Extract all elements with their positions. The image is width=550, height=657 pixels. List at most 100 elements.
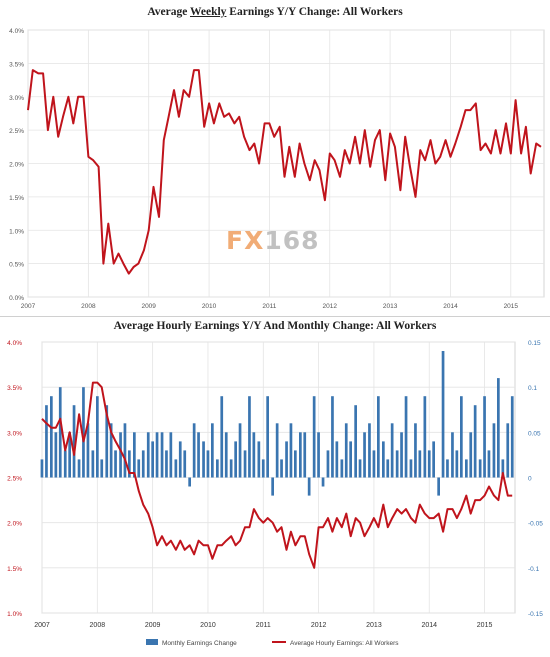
y-left-tick-label: 2.5% (7, 476, 22, 483)
monthly-change-bar (400, 432, 403, 478)
monthly-change-bar (266, 396, 269, 478)
x-tick-label: 2007 (21, 303, 36, 310)
x-tick-label: 2012 (311, 622, 327, 629)
y-left-tick-label: 3.5% (7, 385, 22, 392)
monthly-change-bar (248, 396, 251, 478)
monthly-change-bar (382, 441, 385, 478)
monthly-change-bar (123, 423, 127, 478)
y-tick-label: 1.0% (9, 228, 24, 235)
monthly-change-bar (86, 423, 90, 478)
legend-bar-label: Monthly Earnings Change (162, 640, 237, 647)
monthly-change-bar (151, 441, 154, 478)
monthly-change-bar (335, 441, 339, 478)
monthly-change-bar (492, 423, 496, 478)
monthly-change-bar (432, 441, 435, 478)
x-tick-label: 2008 (81, 303, 96, 310)
y-tick-label: 3.0% (9, 95, 24, 102)
x-tick-label: 2014 (421, 622, 437, 629)
y-right-tick-label: 0.15 (528, 340, 541, 347)
monthly-change-bar (358, 459, 362, 478)
monthly-change-bar (174, 459, 178, 478)
y-right-tick-label: 0 (528, 476, 532, 483)
weekly-earnings-panel: Average Weekly Earnings Y/Y Change: All … (0, 0, 550, 322)
monthly-change-bar (211, 423, 214, 478)
x-tick-label: 2015 (477, 622, 493, 629)
monthly-change-bar (280, 459, 283, 478)
monthly-change-bar (510, 396, 514, 478)
monthly-change-bar (487, 450, 491, 478)
monthly-change-bar (197, 432, 200, 478)
monthly-change-bar (294, 450, 297, 478)
monthly-change-bar (312, 396, 316, 478)
monthly-change-bar (183, 450, 187, 478)
monthly-change-bar (54, 432, 58, 478)
monthly-change-bar (63, 450, 67, 478)
legend-bar-swatch (146, 639, 158, 645)
monthly-change-bar (165, 450, 168, 478)
monthly-change-bar (455, 450, 459, 478)
monthly-change-bar (285, 441, 288, 478)
x-tick-label: 2013 (383, 303, 398, 310)
monthly-change-bar (506, 423, 510, 478)
monthly-change-bar (133, 432, 136, 478)
monthly-change-bar (275, 423, 279, 478)
monthly-change-bar (271, 477, 274, 496)
x-tick-label: 2015 (504, 303, 519, 310)
monthly-change-bar (363, 432, 366, 478)
y-tick-label: 2.0% (9, 162, 24, 169)
monthly-change-bar (460, 396, 463, 478)
weekly-earnings-chart: 0.0% 0.5% 1.0% 1.5% 2.0% 2.5% 3.0% 3.5% 4.0% 2007… (9, 28, 545, 310)
monthly-change-bar (220, 396, 224, 478)
y-tick-label: 3.5% (9, 61, 24, 68)
monthly-change-bar (299, 432, 302, 478)
y-left-tick-label: 1.0% (7, 611, 22, 618)
monthly-change-bar (252, 432, 256, 478)
chart1-title-suffix: Earnings Y/Y Change: All Workers (226, 6, 403, 18)
monthly-change-bar (257, 441, 261, 478)
monthly-change-bar (414, 423, 417, 478)
monthly-change-bar (368, 423, 371, 478)
y-right-tick-label: 0.1 (528, 385, 537, 392)
monthly-change-bar (441, 351, 445, 478)
monthly-change-bar (289, 423, 293, 478)
monthly-change-bar (261, 459, 265, 478)
monthly-change-bar (501, 459, 505, 478)
x-tick-label: 2010 (200, 622, 216, 629)
monthly-change-bar (202, 441, 205, 478)
monthly-change-bar (404, 396, 408, 478)
monthly-change-bar (478, 459, 482, 478)
monthly-change-bar (497, 378, 500, 478)
monthly-change-bar (160, 432, 164, 478)
monthly-change-bar (224, 432, 228, 478)
monthly-change-bar (317, 432, 320, 478)
chart2-title: Average Hourly Earnings Y/Y And Monthly … (113, 320, 437, 332)
monthly-change-bar (451, 432, 454, 478)
monthly-change-bar (68, 432, 71, 478)
x-tick-label: 2007 (34, 622, 50, 629)
monthly-change-bar (114, 450, 117, 478)
monthly-change-bar (321, 477, 325, 487)
monthly-change-bar (372, 450, 376, 478)
monthly-change-bar (169, 432, 173, 478)
y-left-tick-label: 4.0% (7, 340, 22, 347)
monthly-change-bar (243, 450, 247, 478)
monthly-change-bar (483, 396, 486, 478)
monthly-change-bar (229, 459, 233, 478)
y-tick-label: 1.5% (9, 195, 24, 202)
monthly-change-bar (100, 459, 104, 478)
monthly-change-bar (137, 459, 141, 478)
x-tick-label: 2008 (90, 622, 106, 629)
weekly-earnings-line (27, 69, 542, 275)
monthly-change-bar (344, 423, 348, 478)
monthly-change-bar (418, 450, 422, 478)
monthly-change-bar (146, 432, 150, 478)
monthly-change-bar (141, 450, 145, 478)
monthly-change-bar (377, 396, 380, 478)
y-tick-label: 0.5% (9, 262, 24, 269)
monthly-change-bar (423, 396, 427, 478)
monthly-change-bar (45, 405, 48, 478)
y-right-tick-label: -0.15 (528, 611, 543, 618)
monthly-change-bar (119, 432, 122, 478)
